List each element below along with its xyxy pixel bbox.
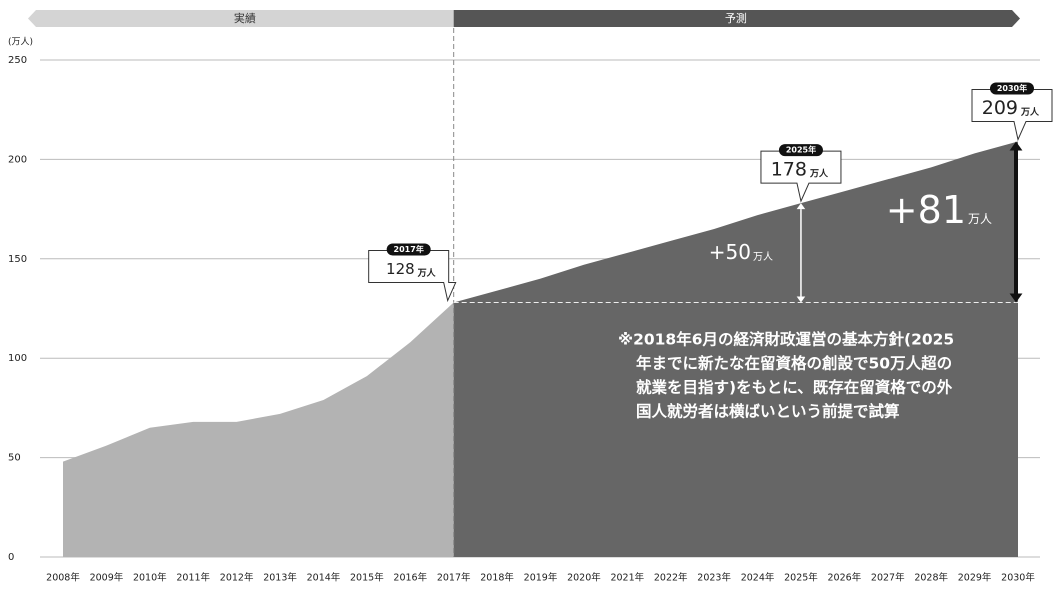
callout-value: 128 bbox=[386, 260, 415, 278]
note-line: ※2018年6月の経済財政運営の基本方針(2025 bbox=[618, 330, 954, 349]
x-tick-label: 2011年 bbox=[176, 572, 210, 584]
x-tick-label: 2013年 bbox=[263, 572, 297, 584]
y-tick-label: 200 bbox=[8, 154, 27, 165]
x-tick-label: 2010年 bbox=[133, 572, 167, 584]
callout-tag-bg bbox=[386, 243, 431, 256]
y-tick-label: 250 bbox=[8, 55, 27, 66]
callout: 2017年 128 万人 bbox=[368, 243, 457, 303]
arrow-head bbox=[796, 203, 806, 210]
x-tick-label: 2015年 bbox=[350, 572, 384, 584]
callout: 2025年 178 万人 bbox=[760, 144, 842, 203]
legend-label: 実績 bbox=[234, 11, 256, 25]
y-tick-label: 0 bbox=[8, 552, 14, 563]
x-tick-label: 2019年 bbox=[524, 572, 558, 584]
y-tick-label: 100 bbox=[8, 353, 27, 364]
x-tick-label: 2021年 bbox=[610, 572, 644, 584]
arrow-head bbox=[796, 296, 806, 303]
callout-tag: 2017年 bbox=[394, 244, 424, 254]
callout-value: 178 bbox=[771, 159, 807, 181]
increase-label: +50 bbox=[709, 239, 751, 263]
callout-box bbox=[368, 250, 457, 303]
legend-band bbox=[28, 10, 454, 27]
x-tick-label: 2017年 bbox=[437, 572, 471, 584]
area bbox=[453, 141, 1018, 557]
x-tick-label: 2022年 bbox=[654, 572, 688, 584]
area bbox=[63, 302, 454, 557]
x-tick-label: 2030年 bbox=[1001, 572, 1035, 584]
note-line: 就業を目指す)をもとに、既存在留資格での外 bbox=[636, 378, 953, 397]
callout-value: 209 bbox=[982, 97, 1018, 119]
x-tick-label: 2028年 bbox=[914, 572, 948, 584]
increase-label: +81 bbox=[886, 188, 966, 232]
arrow-head bbox=[1009, 293, 1023, 303]
legend-band bbox=[453, 10, 1020, 27]
callout-box bbox=[760, 150, 842, 203]
increase-unit: 万人 bbox=[753, 251, 773, 263]
x-tick-label: 2023年 bbox=[697, 572, 731, 584]
callout-unit: 万人 bbox=[809, 168, 829, 180]
y-tick-label: 50 bbox=[8, 453, 21, 464]
x-tick-label: 2008年 bbox=[46, 572, 80, 584]
callout: 2030年 209 万人 bbox=[971, 82, 1053, 142]
x-tick-label: 2018年 bbox=[480, 572, 514, 584]
legend-label: 予測 bbox=[725, 11, 747, 25]
x-tick-label: 2024年 bbox=[741, 572, 775, 584]
increase-value: +50 bbox=[709, 239, 751, 263]
x-tick-label: 2012年 bbox=[220, 572, 254, 584]
x-tick-label: 2009年 bbox=[90, 572, 124, 584]
arrow-head bbox=[1009, 141, 1023, 151]
note-line: 国人就労者は横ばいという前提で試算 bbox=[636, 402, 900, 421]
x-tick-label: 2029年 bbox=[958, 572, 992, 584]
callout-tag: 2030年 bbox=[997, 83, 1027, 93]
x-tick-label: 2014年 bbox=[307, 572, 341, 584]
y-tick-label: 150 bbox=[8, 254, 27, 265]
x-tick-label: 2027年 bbox=[871, 572, 905, 584]
increase-unit: 万人 bbox=[968, 212, 992, 226]
callout-unit: 万人 bbox=[1020, 106, 1040, 118]
callout-box bbox=[971, 89, 1053, 142]
callout-tag: 2025年 bbox=[786, 145, 816, 155]
callout-tag-bg bbox=[778, 144, 823, 157]
increase-value: +81 bbox=[886, 188, 966, 232]
x-tick-label: 2020年 bbox=[567, 572, 601, 584]
x-tick-label: 2016年 bbox=[393, 572, 427, 584]
note-line: 年までに新たな在留資格の創設で50万人超の bbox=[636, 354, 952, 373]
x-tick-label: 2026年 bbox=[828, 572, 862, 584]
callout-tag-bg bbox=[990, 82, 1034, 95]
callout-unit: 万人 bbox=[417, 267, 437, 279]
x-tick-label: 2025年 bbox=[784, 572, 818, 584]
y-unit: (万人) bbox=[8, 37, 33, 48]
